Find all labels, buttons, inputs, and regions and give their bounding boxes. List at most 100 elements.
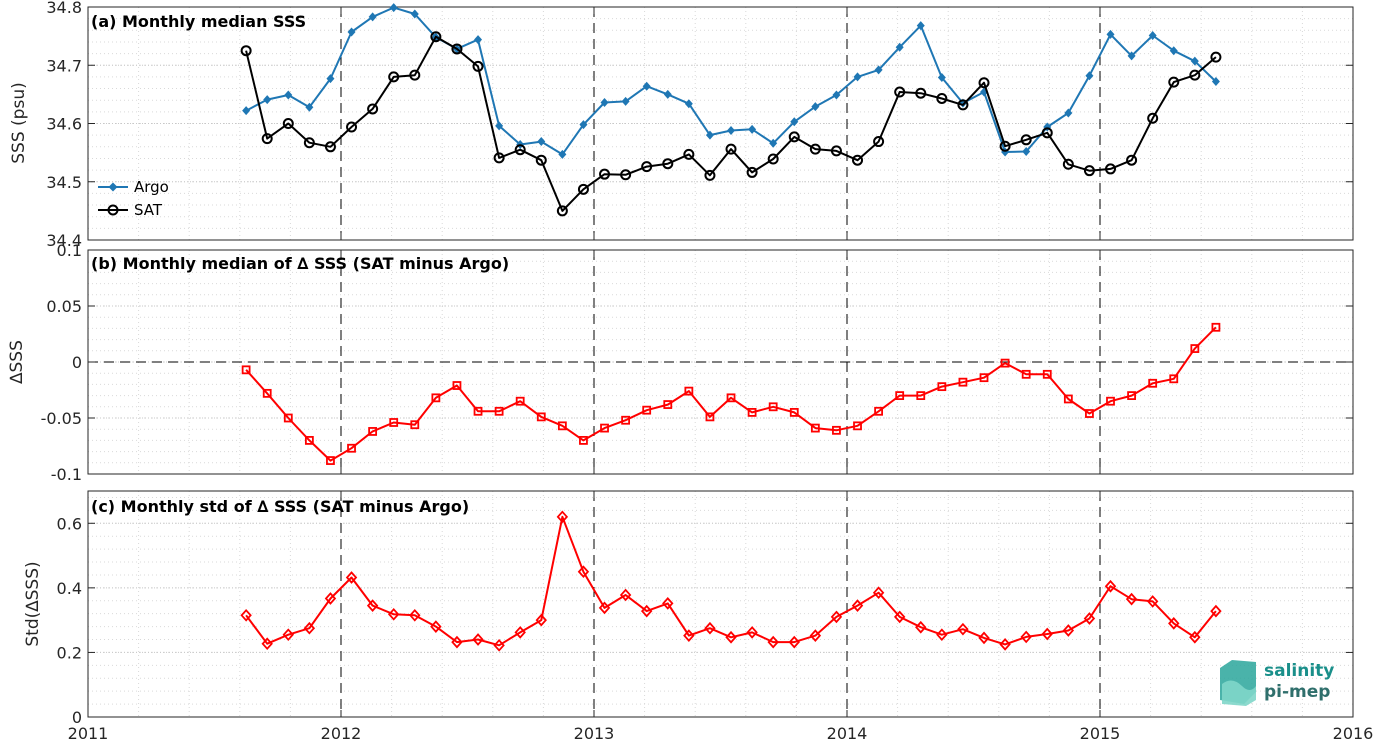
c-series-0-point [1020,630,1032,644]
c-series-0-point [409,608,421,622]
b-series-0-point [642,405,652,415]
c-series-0-point [1062,624,1075,637]
c-xtick-label: 2011 [68,724,109,743]
a-series-0-point [1211,77,1220,87]
a-series-0-point [684,99,693,109]
b-series-0-point [621,415,631,425]
c-series-0-point [345,571,358,584]
c-series-0-point [788,635,800,649]
a-series-0-point [916,21,925,31]
panel-a: 34.4 34.5 34.6 34.7 34.8 [46,0,1354,250]
a-series-0-point [642,81,651,91]
a-series-1-point [1126,154,1138,166]
a-series-1-point [641,161,653,173]
a-series-1-point [894,86,906,98]
b-series-0-point [810,423,820,433]
a-series-0-point [600,98,609,108]
b-series-0-point [347,443,356,453]
b-series-0-point [326,456,335,465]
b-series-0-point [1042,369,1052,379]
c-series-0-point [640,604,653,618]
c-series-0-point [1125,592,1138,606]
b-series-0-point [874,406,883,416]
a-series-0-point [305,102,314,112]
a-series-1-point [999,140,1011,152]
b-series-0-point [304,435,314,445]
legend-sat-label: SAT [134,201,163,219]
a-series-1-point [620,169,632,181]
c-xtick-label: 2014 [827,724,868,743]
c-axes-box [87,490,1354,718]
a-series-1-point [1041,127,1053,139]
a-series-1-point [788,131,800,143]
c-series-0-point [767,635,779,649]
a-series-0-point [410,9,419,19]
c-series-0-point [324,592,337,605]
a-series-1-point [303,137,315,149]
b-series-0-point [937,382,947,392]
c-ytick-label: 0.2 [57,643,82,662]
c-ytick-label: 0.4 [57,579,82,598]
b-ytick-label: 0.05 [46,297,82,316]
legend-argo-label: Argo [134,178,169,196]
a-ytick-label: 34.8 [46,0,82,17]
legend: Argo SAT [98,178,169,219]
b-ytick-label: 0 [72,353,82,372]
c-series-0-point [282,628,295,642]
a-series-0-point [1085,71,1094,81]
a-series-1-line [245,35,1217,212]
a-series-0-point [579,120,588,130]
c-series-0-point [472,633,484,646]
a-series-1-point [1062,158,1074,170]
a-series-1-point [809,143,821,155]
b-series-0-point [1127,391,1136,401]
a-ytick-label: 34.7 [46,56,82,75]
b-series-0-point [473,406,483,416]
b-series-0-point [368,427,378,436]
a-series-1-point [873,136,885,148]
c-series-0-point [957,622,969,636]
a-series-1-point [1147,112,1159,124]
a-series-0-point [748,124,757,134]
b-series-0-point [684,386,694,396]
a-series-1-point [346,121,358,133]
logo-text-pi-mep: pi-mep [1264,682,1330,702]
c-series-0-point [619,588,632,602]
a-series-0-point [1190,56,1199,66]
a-series-0-point [558,149,567,159]
c-series-0-point [936,628,948,642]
a-series-1-point [830,145,842,157]
c-series-0-point [387,607,400,621]
b-series-0-point [1106,396,1115,406]
b-series-0-point [832,425,841,435]
c-series-0-point [535,613,547,627]
a-series-0-point [705,130,714,140]
a-series-0-point [495,121,504,131]
a-series-1-point [662,158,674,170]
c-series-0-point [1210,604,1222,618]
a-series-1-point [599,168,611,180]
a-series-0-point [1127,51,1136,61]
c-xtick-label: 2015 [1080,724,1121,743]
c-series-0-point [893,610,906,624]
b-series-0-point [410,420,420,430]
legend-sat-marker [107,204,119,216]
a-series-0-point [242,106,251,116]
c-series-0-point [430,620,442,633]
a-series-0-point [1169,46,1178,56]
a-series-0-point [621,96,630,106]
c-xtick-label: 2012 [321,724,362,743]
c-series-0-point [1104,579,1117,593]
c-series-0-point [851,599,864,612]
a-series-1-point [514,144,526,156]
b-series-0-line [245,326,1217,462]
a-series-1-point [936,92,948,104]
b-ytick-label: 0.1 [57,241,82,260]
a-series-0-point [1106,29,1115,39]
a-series-1-point [1020,134,1032,146]
b-series-0-point [579,435,588,445]
b-series-0-point [1085,409,1094,418]
b-series-0-point [431,393,441,403]
panel-c-ylabel: Std(∆SSS) [23,561,43,646]
c-series-0-point [683,629,695,642]
